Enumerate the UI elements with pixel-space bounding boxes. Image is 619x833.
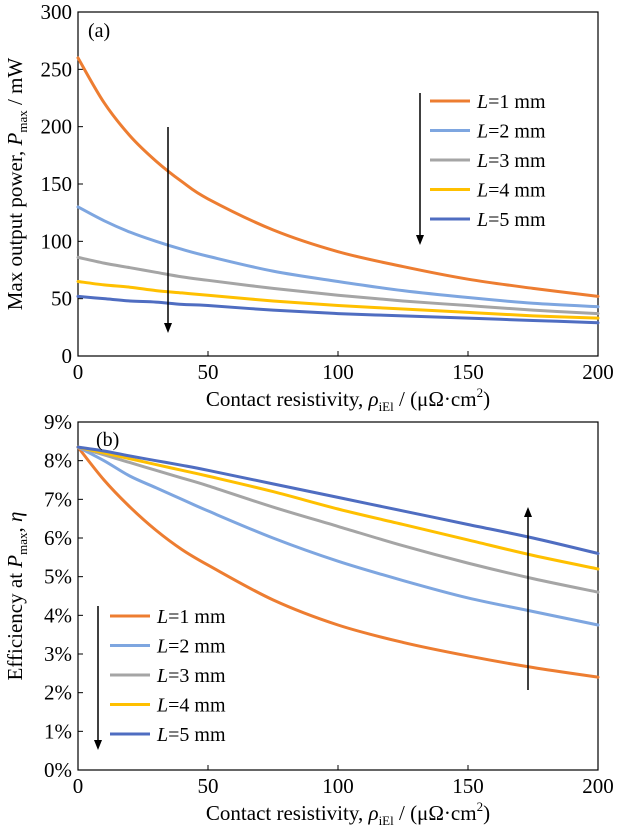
legend-label-L4: L=4 mm bbox=[476, 180, 546, 202]
y-tick-label: 2% bbox=[44, 681, 72, 705]
x-tick-label: 50 bbox=[198, 360, 219, 384]
series-line-L3 bbox=[76, 445, 600, 594]
x-tick-label: 150 bbox=[452, 774, 484, 798]
y-tick-label: 1% bbox=[44, 719, 72, 743]
y-tick-label: 4% bbox=[44, 603, 72, 627]
legend: L=1 mm L=2 mm L=3 mm L=4 mm L=5 mm bbox=[430, 91, 546, 231]
y-tick-label: 6% bbox=[44, 526, 72, 550]
y-tick-label: 3% bbox=[44, 642, 72, 666]
x-axis-label: Contact resistivity, ρiEl / (μΩ·cm2) bbox=[206, 799, 490, 828]
legend-label-L1: L=1 mm bbox=[476, 91, 546, 113]
x-tick-label: 150 bbox=[452, 360, 484, 384]
legend-label-L5: L=5 mm bbox=[476, 209, 546, 231]
series-line-L4 bbox=[76, 445, 600, 571]
series-line-L5 bbox=[76, 445, 600, 555]
panel-label: (a) bbox=[88, 20, 110, 42]
x-tick-label: 0 bbox=[73, 360, 84, 384]
y-tick-label: 8% bbox=[44, 449, 72, 473]
legend: L=1 mm L=2 mm L=3 mm L=4 mm L=5 mm bbox=[110, 606, 226, 746]
series-line-L1 bbox=[76, 56, 600, 298]
series-line-L3 bbox=[76, 255, 600, 316]
y-tick-label: 300 bbox=[41, 0, 73, 24]
y-tick-label: 50 bbox=[51, 287, 72, 311]
legend-label-L5: L=5 mm bbox=[156, 724, 226, 746]
y-tick-label: 0% bbox=[44, 758, 72, 782]
legend-label-L4: L=4 mm bbox=[156, 695, 226, 717]
x-tick-label: 200 bbox=[582, 774, 614, 798]
y-tick-label: 9% bbox=[44, 410, 72, 434]
legend-label-L1: L=1 mm bbox=[156, 606, 226, 628]
x-tick-label: 200 bbox=[582, 360, 614, 384]
legend-label-L3: L=3 mm bbox=[476, 150, 546, 172]
y-tick-label: 200 bbox=[41, 115, 73, 139]
y-tick-label: 250 bbox=[41, 57, 73, 81]
y-tick-label: 0 bbox=[62, 344, 73, 368]
series-line-L5 bbox=[76, 294, 600, 325]
y-axis-label: Efficiency at Pmax, η bbox=[3, 512, 30, 681]
legend-label-L2: L=2 mm bbox=[476, 121, 546, 143]
series-line-L2 bbox=[76, 205, 600, 309]
panel-label: (b) bbox=[96, 429, 119, 451]
x-tick-label: 100 bbox=[322, 774, 354, 798]
y-axis-label: Max output power, Pmax / mW bbox=[3, 58, 30, 311]
chart-panel-a: 0 50 100 150 200 250 300 0 50 100 150 200 L=1 mm L=2 … bbox=[3, 0, 614, 414]
y-tick-label: 5% bbox=[44, 565, 72, 589]
y-tick-label: 7% bbox=[44, 487, 72, 511]
legend-label-L2: L=2 mm bbox=[156, 636, 226, 658]
x-tick-label: 100 bbox=[322, 360, 354, 384]
series-line-L4 bbox=[76, 279, 600, 320]
x-axis-label: Contact resistivity, ρiEl / (μΩ·cm2) bbox=[206, 385, 490, 414]
plot-frame bbox=[77, 421, 599, 771]
series-line-L2 bbox=[76, 445, 600, 627]
x-tick-label: 50 bbox=[198, 774, 219, 798]
y-tick-label: 150 bbox=[41, 172, 73, 196]
x-tick-label: 0 bbox=[73, 774, 84, 798]
y-tick-label: 100 bbox=[41, 229, 73, 253]
legend-label-L3: L=3 mm bbox=[156, 665, 226, 687]
series-line-L1 bbox=[76, 445, 600, 679]
